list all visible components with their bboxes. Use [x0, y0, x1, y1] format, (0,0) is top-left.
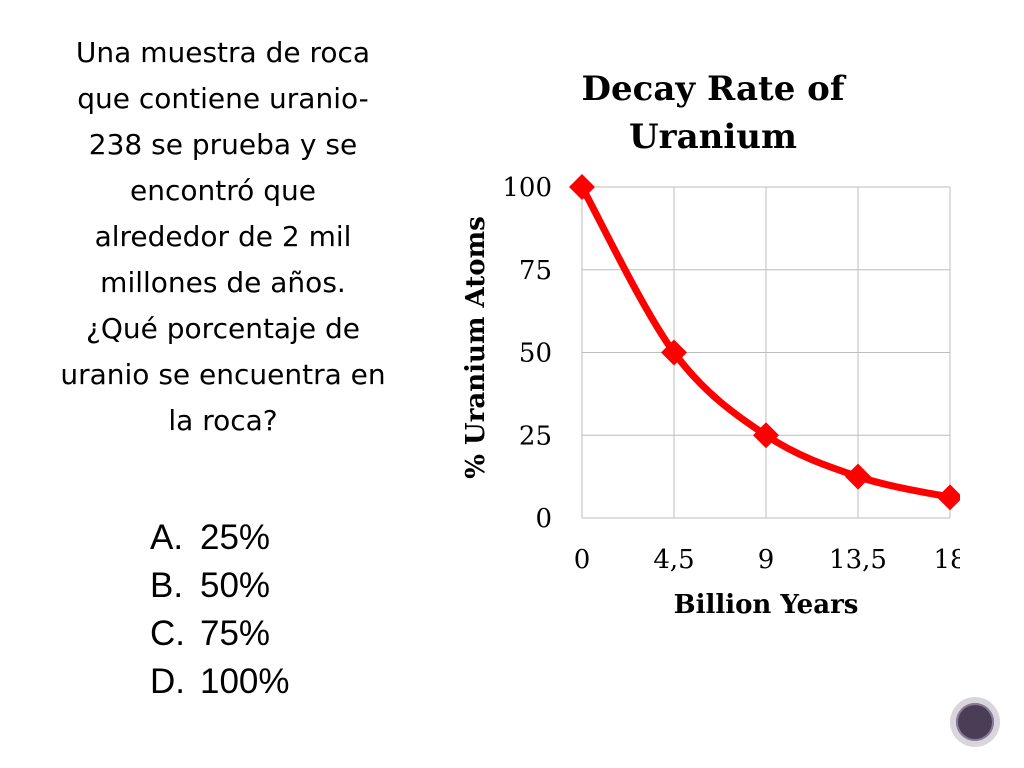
x-tick-label: 13,5 — [829, 545, 887, 575]
question-line: la roca? — [168, 404, 278, 437]
y-tick-label: 0 — [535, 504, 552, 534]
question-line: ¿Qué porcentaje de — [86, 312, 360, 345]
question-line: 238 se prueba y se — [88, 128, 358, 161]
option-letter: C. — [150, 614, 185, 653]
question-line: que contiene uranio- — [77, 82, 369, 115]
answer-option[interactable]: C. 75% — [150, 610, 290, 658]
question-line: Una muestra de roca — [75, 36, 371, 69]
option-text: 75% — [200, 614, 271, 653]
x-tick-label: 18 — [933, 545, 960, 575]
answer-option[interactable]: D. 100% — [150, 658, 290, 706]
question-line: millones de años. — [100, 266, 346, 299]
option-letter: B. — [150, 566, 184, 605]
data-point — [753, 422, 779, 449]
option-letter: D. — [150, 662, 185, 701]
y-tick-label: 25 — [519, 421, 552, 451]
answer-option[interactable]: A. 25% — [150, 514, 290, 562]
data-point — [937, 484, 960, 511]
navigation-button[interactable] — [950, 697, 1000, 747]
x-tick-label: 9 — [758, 545, 775, 575]
data-point — [661, 339, 687, 366]
question-line: encontró que — [130, 174, 316, 207]
answer-option[interactable]: B. 50% — [150, 562, 290, 610]
answer-options: A. 25% B. 50% C. 75% D. 100% — [150, 514, 290, 706]
option-text: 100% — [200, 662, 290, 701]
y-tick-label: 50 — [519, 339, 552, 369]
question-line: uranio se encuentra en — [60, 358, 386, 391]
y-tick-label: 75 — [519, 256, 552, 286]
question-text: Una muestra de roca que contiene uranio- 2… — [18, 30, 428, 444]
navigation-circle-icon — [956, 703, 994, 741]
option-letter: A. — [150, 518, 184, 557]
series-line — [578, 183, 954, 501]
x-tick-label: 4,5 — [653, 545, 694, 575]
y-tick-label: 100 — [502, 173, 552, 203]
question-line: alrededor de 2 mil — [94, 220, 352, 253]
x-axis-label: Billion Years — [674, 590, 859, 620]
option-text: 50% — [200, 566, 271, 605]
option-text: 25% — [200, 518, 271, 557]
x-tick-label: 0 — [574, 545, 591, 575]
chart-title-line: Decay Rate of — [582, 69, 847, 109]
data-point — [569, 174, 595, 200]
chart-title-line: Uranium — [629, 117, 797, 157]
decay-chart: Decay Rate of Uranium 0 25 50 75 100 0 4,5 9 13,5 1… — [461, 69, 960, 620]
y-axis-label: % Uranium Atoms — [461, 216, 491, 478]
data-point — [845, 463, 871, 490]
